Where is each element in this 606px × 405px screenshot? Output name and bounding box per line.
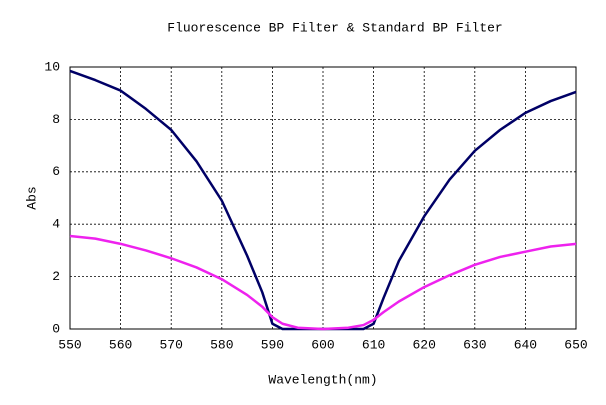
x-tick-label: 630 [463,337,486,352]
x-axis-label: Wavelength(nm) [268,372,377,387]
x-tick-label: 570 [159,337,182,352]
x-tick-label: 650 [564,337,587,352]
y-tick-label: 10 [44,59,60,74]
y-axis-label: Abs [24,186,39,209]
data-line [69,234,577,331]
x-tick-label: 610 [362,337,385,352]
chart-title: Fluorescence BP Filter & Standard BP Fil… [167,20,502,35]
y-tick-label: 0 [52,321,60,336]
x-tick-label: 620 [412,337,435,352]
y-tick-label: 2 [52,269,60,284]
plot-frame [69,66,577,330]
x-tick-label: 600 [311,337,334,352]
x-tick-label: 550 [58,337,81,352]
y-tick-label: 8 [52,112,60,127]
x-tick-label: 640 [514,337,537,352]
y-tick-label: 6 [52,164,60,179]
x-tick-label: 590 [261,337,284,352]
y-tick-label: 4 [52,217,60,232]
x-tick-label: 580 [210,337,233,352]
x-tick-label: 560 [109,337,132,352]
